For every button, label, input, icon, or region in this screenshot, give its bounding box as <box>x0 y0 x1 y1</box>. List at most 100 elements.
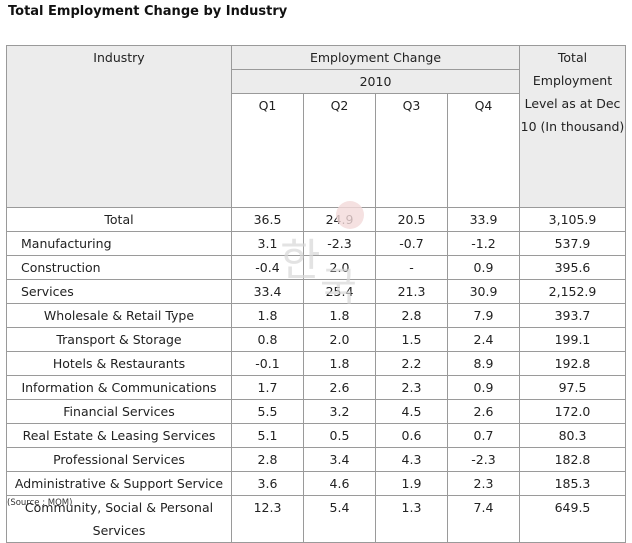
industry-name-cell: Transport & Storage <box>6 327 232 352</box>
quarter-header-q2: Q2 <box>303 93 376 208</box>
table-row: Construction -0.4 2.0-0.9 395.6 <box>6 255 626 280</box>
industry-name-cell: Hotels & Restaurants <box>6 351 232 376</box>
quarter-value-cell: 7.4 <box>447 495 520 543</box>
quarter-value-cell: -0.7 <box>375 231 448 256</box>
quarter-value-cell: 5.1 <box>231 423 304 448</box>
employment-level-cell: 2,152.9 <box>519 279 626 304</box>
quarter-value-cell: 8.9 <box>447 351 520 376</box>
employment-level-cell: 3,105.9 <box>519 207 626 232</box>
quarter-value-cell: 1.8 <box>303 351 376 376</box>
employment-level-cell: 80.3 <box>519 423 626 448</box>
quarter-value-cell: 3.2 <box>303 399 376 424</box>
quarter-value-cell: 3.1 <box>231 231 304 256</box>
industry-name-cell: Construction <box>6 255 232 280</box>
table-row: Community, Social & Personal Services 12.… <box>6 495 626 543</box>
quarter-value-cell: - <box>375 255 448 280</box>
quarter-header-q4: Q4 <box>447 93 520 208</box>
quarter-value-cell: 4.3 <box>375 447 448 472</box>
employment-change-header: Employment Change <box>231 45 520 70</box>
quarter-value-cell: 12.3 <box>231 495 304 543</box>
quarter-value-cell: -0.4 <box>231 255 304 280</box>
quarter-value-cell: 1.8 <box>303 303 376 328</box>
quarter-value-cell: 2.6 <box>447 399 520 424</box>
quarter-value-cell: 2.6 <box>303 375 376 400</box>
quarter-value-cell: 1.3 <box>375 495 448 543</box>
quarter-value-cell: 2.0 <box>303 255 376 280</box>
employment-level-cell: 182.8 <box>519 447 626 472</box>
industry-name-cell: Administrative & Support Service <box>6 471 232 496</box>
employment-level-cell: 393.7 <box>519 303 626 328</box>
quarter-value-cell: 4.5 <box>375 399 448 424</box>
employment-table: Industry Employment Change Total Employm… <box>6 45 626 543</box>
quarter-value-cell: 36.5 <box>231 207 304 232</box>
quarter-value-cell: 2.8 <box>231 447 304 472</box>
source-note: (Source : MOM) <box>7 498 73 508</box>
quarter-value-cell: 1.7 <box>231 375 304 400</box>
table-row: Manufacturing 3.1 -2.3 -0.7 -1.2 537.9 <box>6 231 626 256</box>
quarter-value-cell: 0.9 <box>447 255 520 280</box>
quarter-value-cell: 0.8 <box>231 327 304 352</box>
table-row: Hotels & Restaurants -0.1 1.8 2.2 8.9 192.8 <box>6 351 626 376</box>
quarter-header-q3: Q3 <box>375 93 448 208</box>
quarter-value-cell: -2.3 <box>447 447 520 472</box>
quarter-value-cell: 5.4 <box>303 495 376 543</box>
employment-level-cell: 649.5 <box>519 495 626 543</box>
table-row: Administrative & Support Service 3.6 4.6 1.… <box>6 471 626 496</box>
employment-level-cell: 199.1 <box>519 327 626 352</box>
quarter-value-cell: 2.3 <box>447 471 520 496</box>
quarter-value-cell: 3.6 <box>231 471 304 496</box>
industry-name-cell: Services <box>6 279 232 304</box>
employment-level-cell: 97.5 <box>519 375 626 400</box>
total-level-header: Total Employment Level as at Dec 10 (In … <box>519 45 626 208</box>
quarter-value-cell: -1.2 <box>447 231 520 256</box>
quarter-value-cell: 0.9 <box>447 375 520 400</box>
quarter-value-cell: 0.5 <box>303 423 376 448</box>
quarter-value-cell: 4.6 <box>303 471 376 496</box>
table-row: Total 36.5 24.9 20.5 33.9 3,105.9 <box>6 207 626 232</box>
industry-name-cell: Financial Services <box>6 399 232 424</box>
quarter-value-cell: 7.9 <box>447 303 520 328</box>
quarter-value-cell: 33.9 <box>447 207 520 232</box>
year-header: 2010 <box>231 69 520 94</box>
quarter-value-cell: 24.9 <box>303 207 376 232</box>
employment-level-cell: 537.9 <box>519 231 626 256</box>
quarter-value-cell: 33.4 <box>231 279 304 304</box>
quarter-value-cell: 0.6 <box>375 423 448 448</box>
table-row: Financial Services 5.5 3.2 4.5 2.6 172.0 <box>6 399 626 424</box>
quarter-value-cell: 2.2 <box>375 351 448 376</box>
industry-name-cell: Professional Services <box>6 447 232 472</box>
employment-level-cell: 172.0 <box>519 399 626 424</box>
employment-level-cell: 185.3 <box>519 471 626 496</box>
table-row: Professional Services 2.8 3.4 4.3 -2.3 182.8 <box>6 447 626 472</box>
industry-name-cell: Total <box>6 207 232 232</box>
quarter-value-cell: 1.8 <box>231 303 304 328</box>
quarter-value-cell: -0.1 <box>231 351 304 376</box>
table-row: Services 33.4 25.4 21.3 30.9 2,152.9 <box>6 279 626 304</box>
quarter-value-cell: -2.3 <box>303 231 376 256</box>
employment-level-cell: 395.6 <box>519 255 626 280</box>
quarter-value-cell: 20.5 <box>375 207 448 232</box>
quarter-value-cell: 2.3 <box>375 375 448 400</box>
quarter-value-cell: 2.0 <box>303 327 376 352</box>
industry-name-cell: Manufacturing <box>6 231 232 256</box>
quarter-value-cell: 5.5 <box>231 399 304 424</box>
industry-name-cell: Real Estate & Leasing Services <box>6 423 232 448</box>
quarter-header-q1: Q1 <box>231 93 304 208</box>
industry-name-cell: Information & Communications <box>6 375 232 400</box>
table-row: Wholesale & Retail Type 1.8 1.8 2.8 7.9 393.7 <box>6 303 626 328</box>
quarter-value-cell: 25.4 <box>303 279 376 304</box>
industry-name-cell: Wholesale & Retail Type <box>6 303 232 328</box>
employment-level-cell: 192.8 <box>519 351 626 376</box>
quarter-value-cell: 1.9 <box>375 471 448 496</box>
table-row: Transport & Storage 0.8 2.0 1.5 2.4 199.1 <box>6 327 626 352</box>
quarter-value-cell: 2.4 <box>447 327 520 352</box>
quarter-value-cell: 2.8 <box>375 303 448 328</box>
quarter-value-cell: 0.7 <box>447 423 520 448</box>
quarter-value-cell: 21.3 <box>375 279 448 304</box>
quarter-value-cell: 3.4 <box>303 447 376 472</box>
industry-header: Industry <box>6 45 232 208</box>
page-title: Total Employment Change by Industry <box>8 4 288 19</box>
quarter-value-cell: 1.5 <box>375 327 448 352</box>
table-row: Information & Communications 1.7 2.6 2.3 0.9… <box>6 375 626 400</box>
table-row: Real Estate & Leasing Services 5.1 0.5 0.6 0… <box>6 423 626 448</box>
